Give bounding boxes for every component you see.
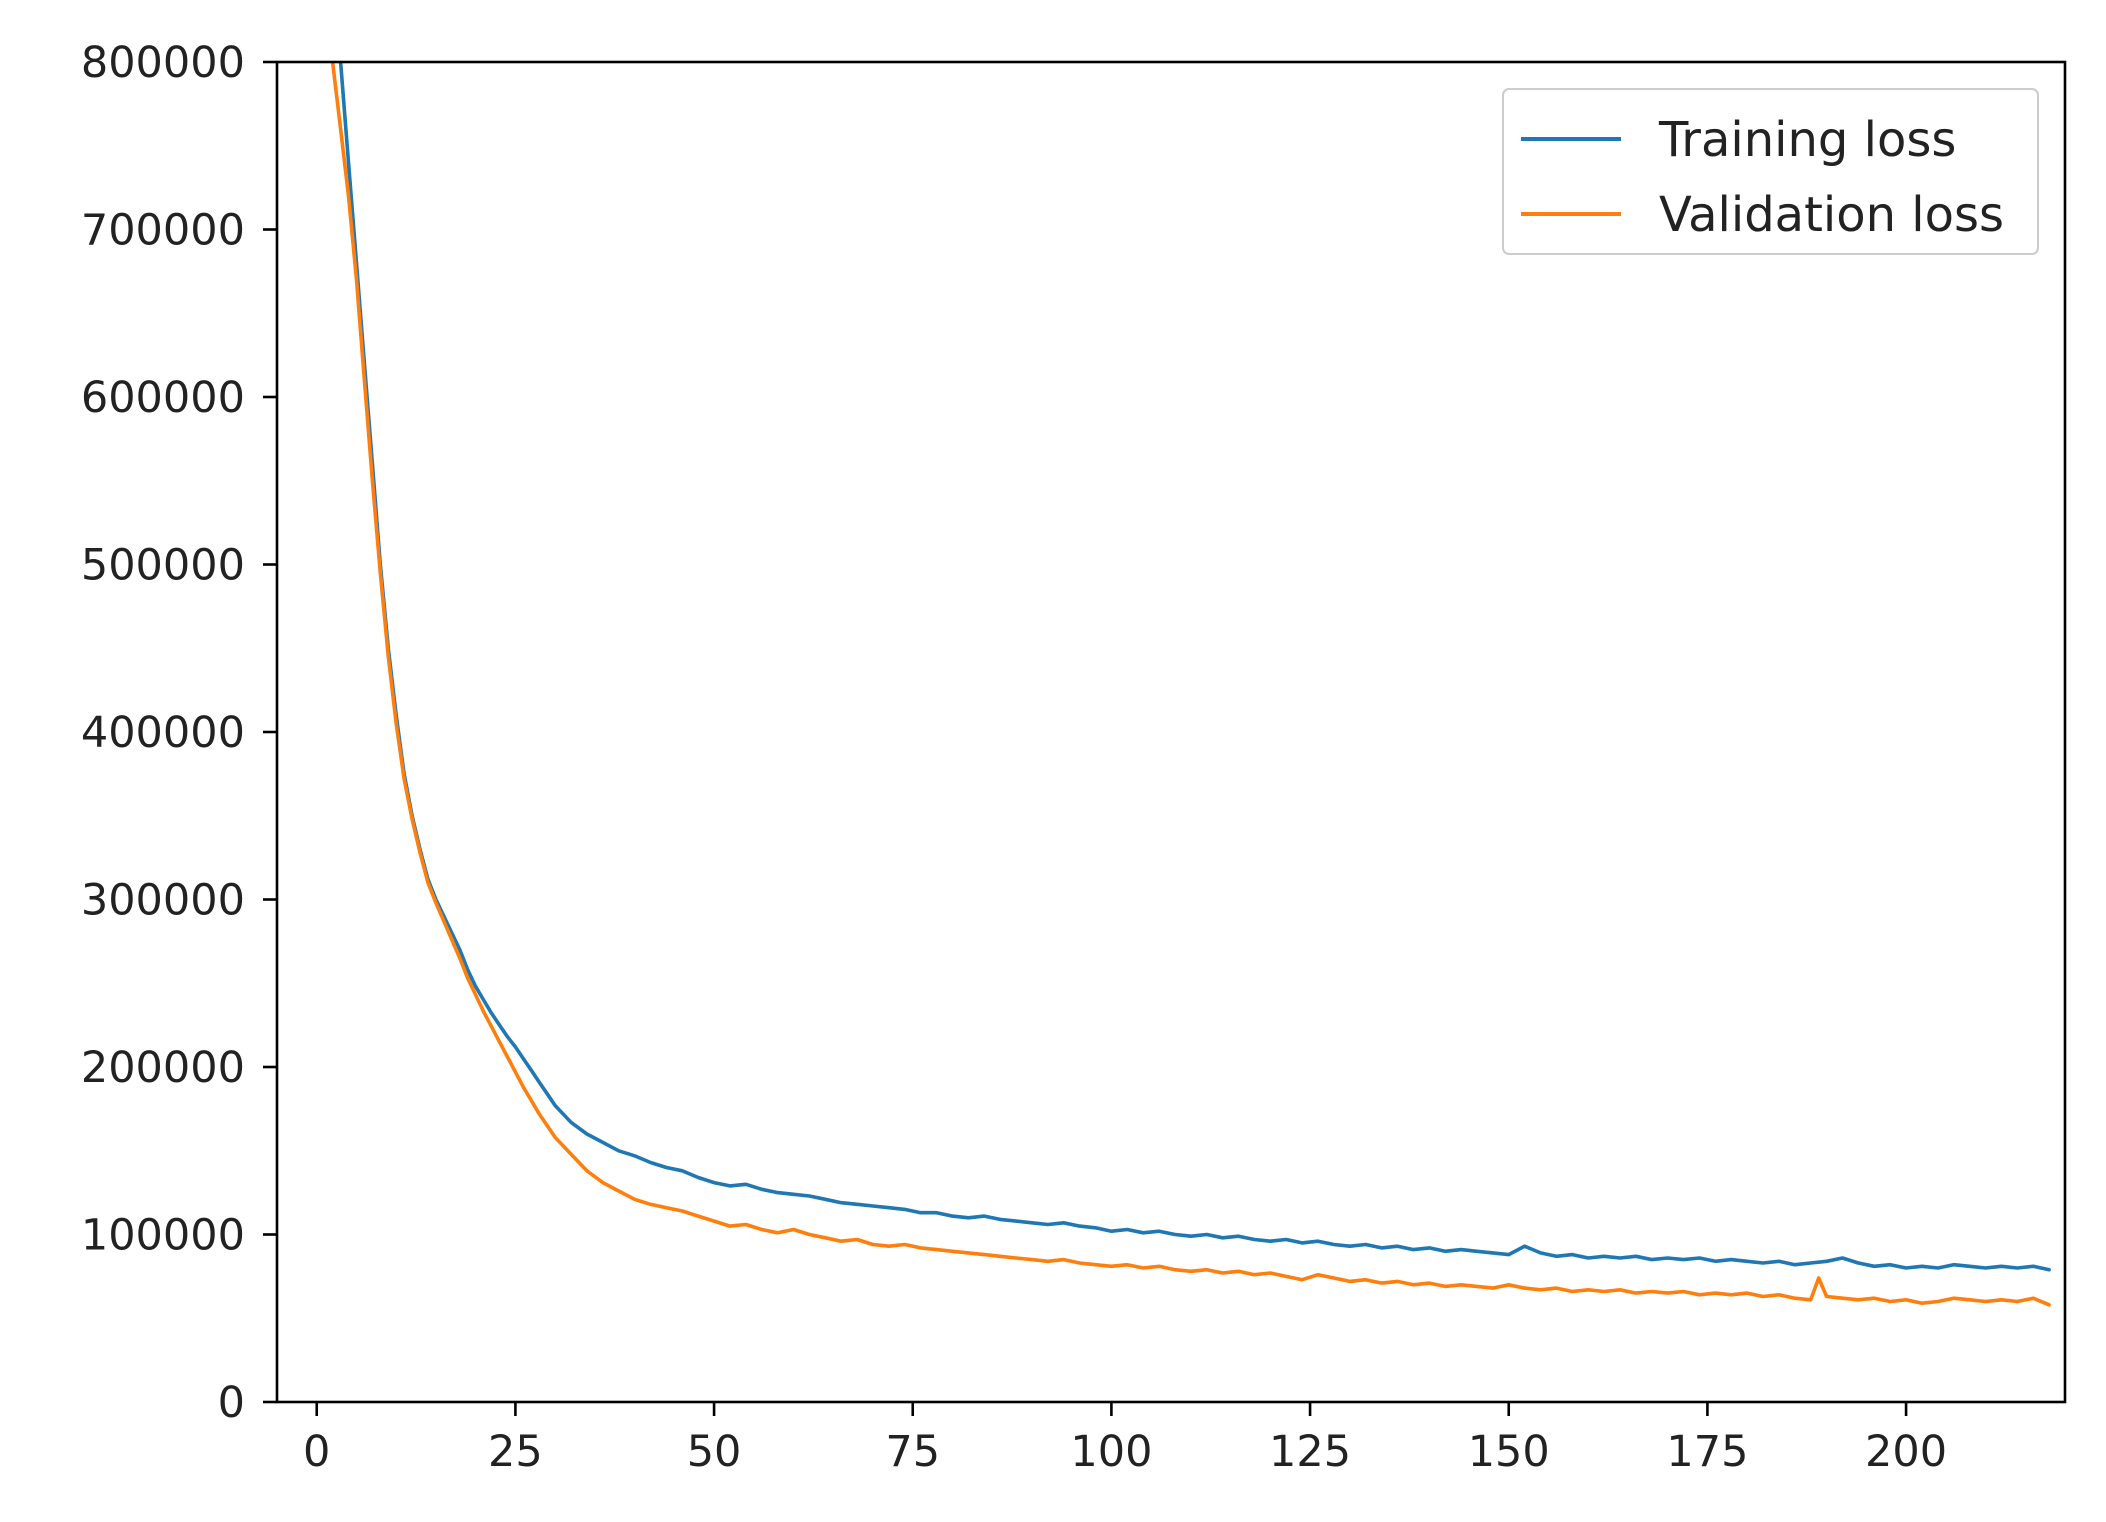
legend-box bbox=[1502, 88, 2039, 255]
x-tick-label: 25 bbox=[488, 1427, 543, 1477]
legend-label: Validation loss bbox=[1659, 187, 2004, 243]
plot-background bbox=[277, 62, 2065, 1402]
legend-label: Training loss bbox=[1658, 112, 1956, 168]
x-tick-label: 125 bbox=[1269, 1427, 1351, 1477]
y-tick-label: 400000 bbox=[81, 708, 245, 758]
y-tick-label: 200000 bbox=[81, 1043, 245, 1093]
x-tick-label: 175 bbox=[1666, 1427, 1748, 1477]
y-tick-label: 500000 bbox=[81, 541, 245, 591]
y-tick-label: 700000 bbox=[81, 206, 245, 256]
y-tick-label: 0 bbox=[218, 1378, 245, 1428]
x-axis: 0 25 50 75 100 125 150 175 200 bbox=[303, 1402, 1947, 1477]
y-axis: 0 100000 200000 300000 400000 500000 600000 700… bbox=[81, 38, 277, 1428]
series-line-training-loss bbox=[338, 62, 2051, 1272]
y-tick-label: 100000 bbox=[81, 1211, 245, 1261]
y-tick-label: 300000 bbox=[81, 876, 245, 926]
x-tick-label: 150 bbox=[1468, 1427, 1550, 1477]
legend: Training loss Validation loss bbox=[1502, 88, 2039, 255]
series-layer bbox=[330, 62, 2051, 1307]
series-line-validation-loss bbox=[330, 62, 2051, 1307]
x-tick-label: 200 bbox=[1865, 1427, 1947, 1477]
x-tick-label: 100 bbox=[1070, 1427, 1152, 1477]
x-tick-label: 0 bbox=[303, 1427, 330, 1477]
y-tick-label: 800000 bbox=[81, 38, 245, 88]
y-tick-label: 600000 bbox=[81, 373, 245, 423]
x-tick-label: 75 bbox=[885, 1427, 940, 1477]
x-tick-label: 50 bbox=[687, 1427, 742, 1477]
